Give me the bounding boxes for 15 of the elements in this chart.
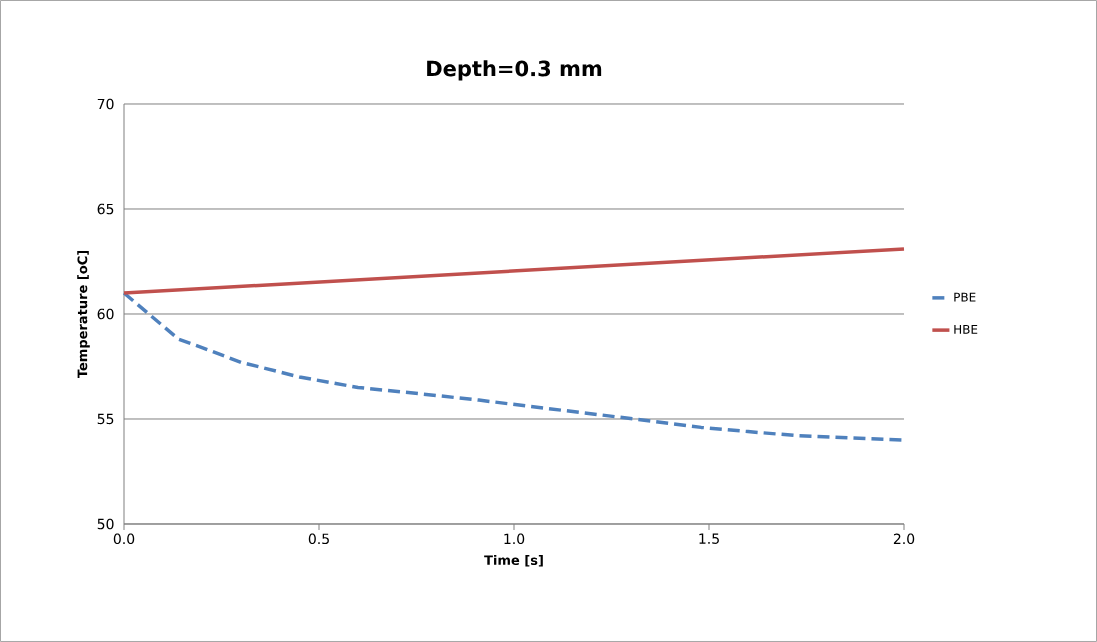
y-tick-label: 65 [97,203,114,215]
y-tick-label: 50 [97,518,114,530]
x-tick-label: 1.5 [699,533,719,544]
chart-title: Depth=0.3 mm [427,60,602,81]
x-tick-label: 2.0 [893,533,915,545]
x-tick-label: 1.0 [504,533,525,545]
x-axis-title: Time [s] [484,554,543,567]
y-tick-label: 55 [97,413,114,425]
y-tick-label: 60 [97,308,114,320]
y-axis-title: Temperature [oC] [77,250,90,379]
x-tick-label: 0.5 [308,533,329,545]
x-tick-label: 0.0 [113,533,135,545]
legend-label: PBE [954,292,976,302]
y-tick-label: 70 [97,98,114,110]
legend-label: HBE [954,324,978,334]
